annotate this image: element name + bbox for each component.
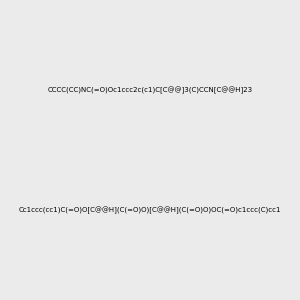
Text: Cc1ccc(cc1)C(=O)O[C@@H](C(=O)O)[C@@H](C(=O)O)OC(=O)c1ccc(C)cc1: Cc1ccc(cc1)C(=O)O[C@@H](C(=O)O)[C@@H](C(… (19, 206, 281, 214)
Text: CCCC(CC)NC(=O)Oc1ccc2c(c1)C[C@@]3(C)CCN[C@@H]23: CCCC(CC)NC(=O)Oc1ccc2c(c1)C[C@@]3(C)CCN[… (47, 86, 253, 94)
